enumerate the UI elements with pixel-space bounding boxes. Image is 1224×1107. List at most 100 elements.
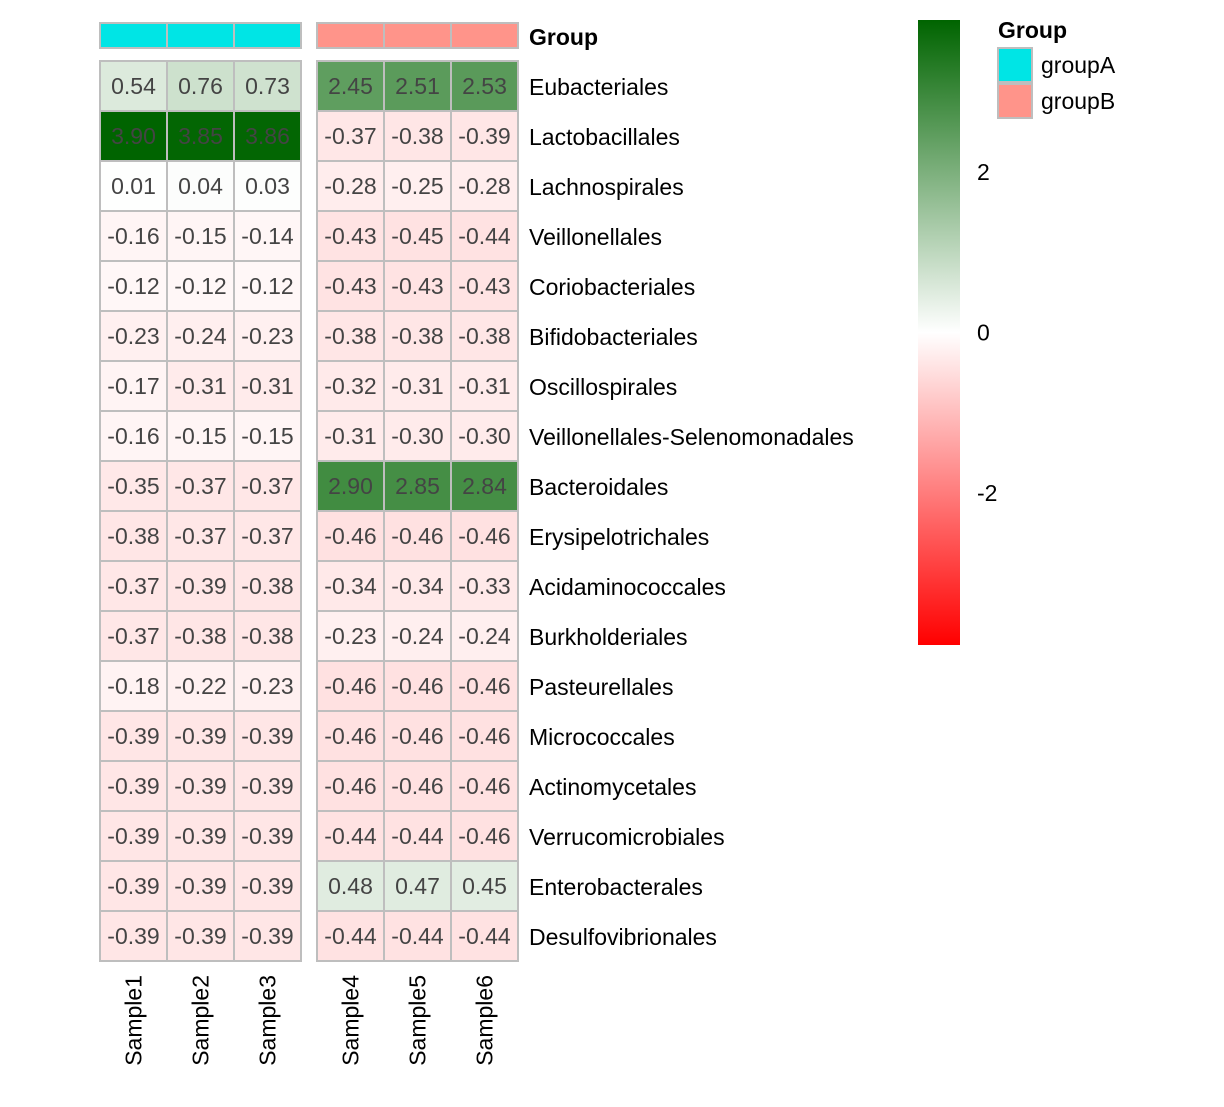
cell-value-label: -0.39: [174, 873, 226, 899]
column-label: Sample3: [255, 975, 281, 1066]
cell-value-label: -0.39: [458, 123, 510, 149]
cell-value-label: -0.43: [324, 223, 376, 249]
cell-value-label: -0.38: [241, 573, 293, 599]
cell-value-label: -0.38: [458, 323, 510, 349]
heatmap-cell: [450, 860, 519, 912]
cell-value-label: -0.39: [174, 773, 226, 799]
cell-value-label: -0.39: [107, 723, 159, 749]
cell-value-label: -0.23: [241, 323, 293, 349]
cell-value-label: 2.84: [462, 473, 507, 499]
cell-value-label: -0.39: [241, 823, 293, 849]
legend-swatch: [997, 83, 1033, 119]
legend-label: groupB: [1041, 88, 1115, 114]
heatmap-cell: [166, 460, 235, 512]
row-label: Verrucomicrobiales: [529, 824, 725, 850]
column-label: Sample6: [472, 975, 498, 1066]
cell-value-label: 0.47: [395, 873, 440, 899]
cell-value-label: -0.46: [458, 723, 510, 749]
heatmap-cells: 0.54 0.76 0.73 2.45 2.51 2.53 3.90 3.85 3.86 -0.3…: [99, 60, 519, 962]
legend-label: groupA: [1041, 52, 1116, 78]
cell-value-label: -0.15: [174, 423, 226, 449]
cell-value-label: -0.15: [174, 223, 226, 249]
row-label: Bacteroidales: [529, 474, 668, 500]
heatmap-cell: [166, 510, 235, 562]
cell-value-label: -0.38: [174, 623, 226, 649]
group-legend: Group groupA groupB: [997, 17, 1116, 119]
heatmap-cell: [450, 710, 519, 762]
heatmap-cell: [450, 160, 519, 212]
cell-value-label: -0.39: [241, 773, 293, 799]
heatmap-cell: [450, 360, 519, 412]
cell-value-label: 2.90: [328, 473, 373, 499]
heatmap-cell: [450, 210, 519, 262]
heatmap-cell: [166, 160, 235, 212]
heatmap-cell: [383, 460, 452, 512]
annotation-cell: [166, 22, 235, 49]
heatmap-cell: [450, 110, 519, 162]
cell-value-label: -0.32: [324, 373, 376, 399]
annotation-cell: [99, 22, 168, 49]
cell-value-label: -0.12: [107, 273, 159, 299]
cell-value-label: -0.44: [458, 923, 511, 949]
cell-value-label: 3.90: [111, 123, 156, 149]
cell-value-label: 2.53: [462, 73, 507, 99]
heatmap-cell: [450, 610, 519, 662]
heatmap-cell: [233, 660, 302, 712]
heatmap-cell: [233, 360, 302, 412]
cell-value-label: -0.28: [324, 173, 376, 199]
row-label: Oscillospirales: [529, 374, 677, 400]
cell-value-label: -0.31: [241, 373, 293, 399]
cell-value-label: -0.24: [391, 623, 444, 649]
cell-value-label: 2.51: [395, 73, 440, 99]
heatmap-cell: [233, 260, 302, 312]
color-scale-bar: [918, 20, 960, 645]
row-label: Bifidobacteriales: [529, 324, 698, 350]
heatmap-cell: [233, 860, 302, 912]
cell-value-label: 0.73: [245, 73, 290, 99]
row-label: Veillonellales: [529, 224, 662, 250]
cell-value-label: -0.15: [241, 423, 293, 449]
cell-value-label: -0.37: [241, 523, 293, 549]
cell-value-label: -0.39: [107, 923, 159, 949]
heatmap-cell: [450, 310, 519, 362]
column-label: Sample5: [405, 975, 431, 1066]
cell-value-label: -0.46: [391, 523, 443, 549]
cell-value-label: -0.37: [174, 523, 226, 549]
heatmap-cell: [233, 710, 302, 762]
heatmap-cell: [99, 860, 168, 912]
heatmap-cell: [233, 410, 302, 462]
heatmap-cell: [99, 360, 168, 412]
cell-value-label: 3.85: [178, 123, 223, 149]
cell-value-label: -0.39: [241, 923, 293, 949]
annotation-title: Group: [529, 24, 598, 50]
cell-value-label: -0.23: [241, 673, 293, 699]
heatmap-cell: [450, 460, 519, 512]
row-label: Erysipelotrichales: [529, 524, 709, 550]
row-label: Enterobacterales: [529, 874, 703, 900]
heatmap-cell: [99, 60, 168, 112]
heatmap-cell: [450, 60, 519, 112]
annotation-cell: [383, 22, 452, 49]
cell-value-label: -0.30: [391, 423, 443, 449]
cell-value-label: -0.12: [241, 273, 293, 299]
cell-value-label: -0.45: [391, 223, 443, 249]
cell-value-label: -0.31: [458, 373, 510, 399]
cell-value-label: -0.38: [324, 323, 376, 349]
cell-value-label: -0.30: [458, 423, 510, 449]
cell-value-label: -0.44: [324, 923, 377, 949]
cell-value-label: -0.39: [241, 723, 293, 749]
heatmap-cell: [383, 210, 452, 262]
cell-value-label: -0.44: [324, 823, 377, 849]
heatmap-cell: [233, 210, 302, 262]
heatmap-cell: [99, 660, 168, 712]
cell-value-label: -0.38: [107, 523, 159, 549]
row-label: Burkholderiales: [529, 624, 688, 650]
cell-value-label: -0.39: [241, 873, 293, 899]
color-scale-tick-label: 2: [977, 159, 990, 185]
cell-value-label: -0.38: [241, 623, 293, 649]
cell-value-label: 0.04: [178, 173, 223, 199]
color-scale-tick-label: 0: [977, 320, 990, 346]
row-label: Desulfovibrionales: [529, 924, 717, 950]
